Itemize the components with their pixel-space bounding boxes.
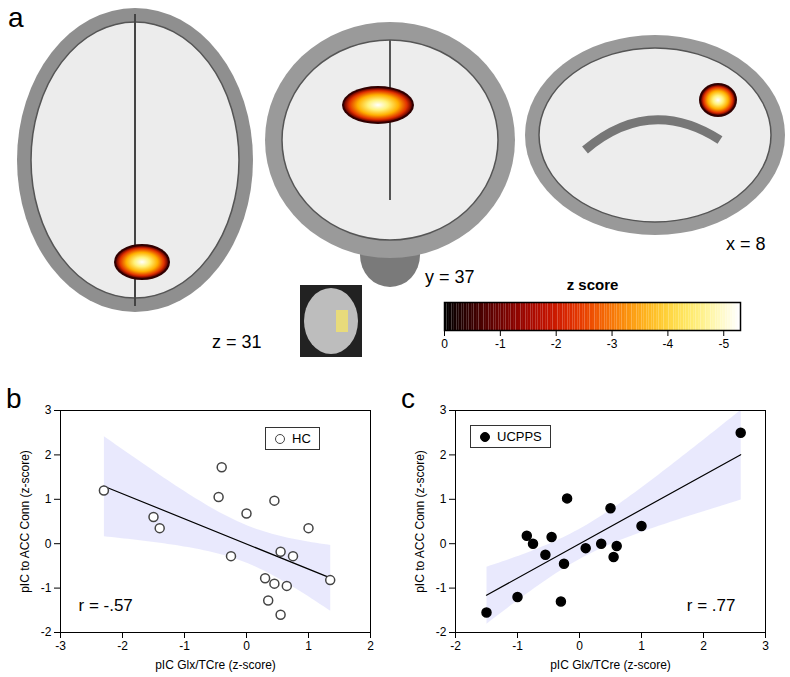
svg-text:-1: -1 — [179, 639, 190, 653]
svg-text:r = -.57: r = -.57 — [79, 596, 133, 615]
html-text:HC: HC — [292, 431, 311, 446]
svg-text:1: 1 — [305, 639, 312, 653]
svg-text:0: 0 — [441, 337, 448, 351]
svg-text:-2: -2 — [41, 625, 52, 639]
svg-text:r = .77: r = .77 — [687, 596, 736, 615]
svg-text:-1: -1 — [495, 337, 506, 351]
svg-text:pIC Glx/TCre (z-score): pIC Glx/TCre (z-score) — [550, 658, 671, 672]
svg-text:1: 1 — [440, 492, 447, 506]
html-text:z score: z score — [566, 276, 619, 293]
html-text:a: a — [8, 2, 24, 33]
svg-text:pIC to ACC Conn (z-score): pIC to ACC Conn (z-score) — [413, 450, 427, 593]
svg-text:-2: -2 — [450, 639, 461, 653]
svg-text:0: 0 — [45, 537, 52, 551]
svg-text:-4: -4 — [663, 337, 674, 351]
svg-text:1: 1 — [45, 492, 52, 506]
svg-text:-1: -1 — [512, 639, 523, 653]
svg-text:3: 3 — [45, 403, 52, 417]
html-text:UCPPS: UCPPS — [497, 429, 542, 444]
svg-text:-3: -3 — [607, 337, 618, 351]
svg-text:3: 3 — [762, 639, 769, 653]
svg-text:y = 37: y = 37 — [425, 267, 475, 287]
svg-text:3: 3 — [440, 403, 447, 417]
svg-text:0: 0 — [440, 537, 447, 551]
svg-text:pIC to ACC Conn (z-score): pIC to ACC Conn (z-score) — [18, 450, 32, 593]
svg-text:-5: -5 — [718, 337, 729, 351]
svg-text:-1: -1 — [41, 581, 52, 595]
svg-text:2: 2 — [700, 639, 707, 653]
svg-text:2: 2 — [367, 639, 374, 653]
svg-text:z = 31: z = 31 — [212, 332, 262, 352]
svg-text:0: 0 — [576, 639, 583, 653]
svg-text:pIC Glx/TCre (z-score): pIC Glx/TCre (z-score) — [155, 658, 276, 672]
svg-text:2: 2 — [45, 448, 52, 462]
svg-text:x = 8: x = 8 — [726, 234, 766, 254]
svg-text:1: 1 — [638, 639, 645, 653]
svg-text:-2: -2 — [436, 625, 447, 639]
svg-text:2: 2 — [440, 448, 447, 462]
svg-text:-1: -1 — [436, 581, 447, 595]
svg-text:0: 0 — [243, 639, 250, 653]
svg-text:-2: -2 — [551, 337, 562, 351]
html-text:b: b — [6, 383, 22, 414]
svg-text:-3: -3 — [55, 639, 66, 653]
svg-text:-2: -2 — [117, 639, 128, 653]
html-text:c: c — [401, 383, 415, 414]
